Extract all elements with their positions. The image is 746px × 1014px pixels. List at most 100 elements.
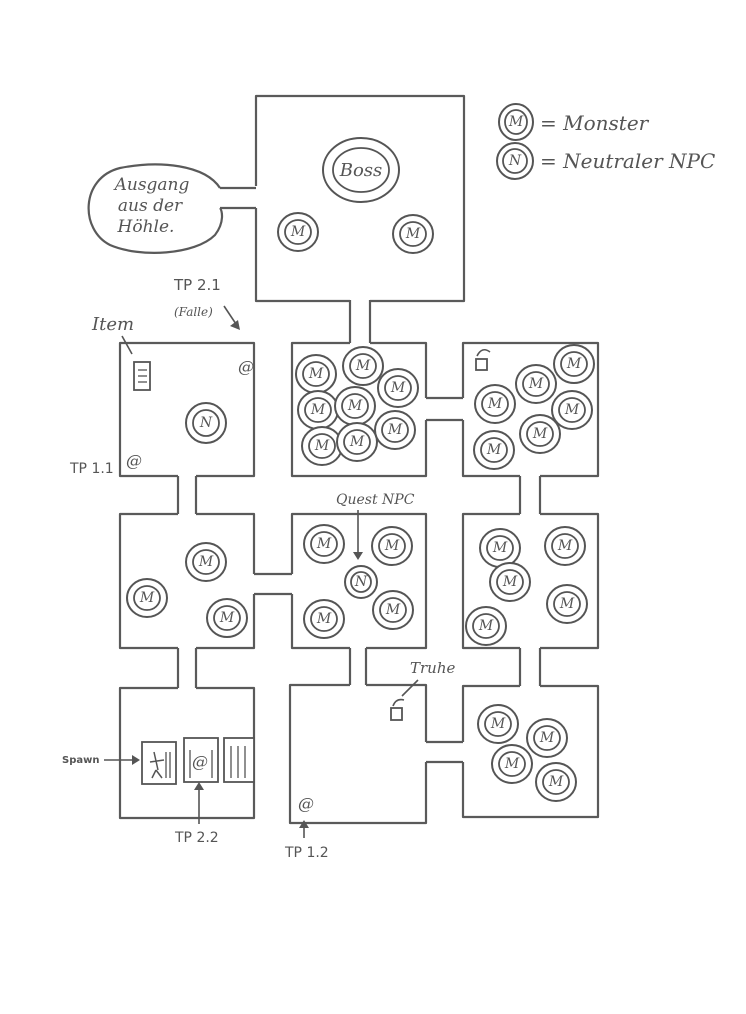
- monster-token-letter: M: [532, 426, 548, 442]
- monster-token-letter: M: [486, 442, 502, 458]
- monster-token[interactable]: M: [491, 744, 533, 784]
- exit-label-line3: Höhle.: [117, 217, 175, 237]
- room-monster-bottom-right[interactable]: [461, 684, 600, 819]
- monster-token-letter: M: [548, 774, 564, 790]
- svg-text:M: M: [508, 114, 524, 130]
- monster-token-letter: M: [316, 536, 332, 552]
- boss-label: Boss: [339, 160, 383, 181]
- monster-token-letter: M: [349, 434, 365, 450]
- exit-label-line2: aus der: [118, 196, 183, 216]
- monster-tokens: M M M M M M M M M M M M M M M M M M M M M M M M M M M M M M M M: [126, 212, 595, 802]
- monster-token[interactable]: M: [185, 542, 227, 582]
- monster-token[interactable]: M: [546, 584, 588, 624]
- monster-token[interactable]: M: [377, 368, 419, 408]
- monster-token-letter: M: [557, 538, 573, 554]
- monster-token-letter: M: [290, 224, 306, 240]
- exit-label-line1: Ausgang: [113, 175, 190, 195]
- monster-token[interactable]: M: [544, 526, 586, 566]
- monster-token[interactable]: M: [519, 414, 561, 454]
- spawn-pods: @: [141, 737, 255, 785]
- monster-token[interactable]: M: [526, 718, 568, 758]
- monster-token[interactable]: M: [489, 562, 531, 602]
- monster-token-letter: M: [316, 611, 332, 627]
- npc-token-item-room[interactable]: N: [185, 402, 227, 444]
- item-label: Item: [91, 314, 134, 335]
- monster-token[interactable]: M: [465, 606, 507, 646]
- monster-token-letter: M: [385, 602, 401, 618]
- tp22-label: TP 2.2: [174, 830, 219, 846]
- chest-icon-top-right-room[interactable]: [475, 348, 491, 371]
- monster-token[interactable]: M: [515, 364, 557, 404]
- monster-token[interactable]: M: [473, 430, 515, 470]
- monster-token-letter: M: [490, 716, 506, 732]
- spawn-pod-player[interactable]: [141, 741, 177, 785]
- legend: M = Monster N = Neutraler NPC: [496, 103, 715, 180]
- monster-token-letter: M: [355, 358, 371, 374]
- monster-token-letter: M: [219, 610, 235, 626]
- monster-token[interactable]: M: [535, 762, 577, 802]
- monster-token[interactable]: M: [371, 526, 413, 566]
- monster-token[interactable]: M: [277, 212, 319, 252]
- monster-token-letter: M: [528, 376, 544, 392]
- monster-token[interactable]: M: [206, 598, 248, 638]
- monster-token-letter: M: [387, 422, 403, 438]
- legend-monster-icon: M: [498, 103, 534, 141]
- monster-token-letter: M: [504, 756, 520, 772]
- monster-token-letter: M: [314, 438, 330, 454]
- monster-token-letter: M: [564, 402, 580, 418]
- svg-text:N: N: [354, 574, 368, 590]
- monster-token[interactable]: M: [477, 704, 519, 744]
- svg-text:N: N: [199, 415, 213, 431]
- monster-token-letter: M: [487, 396, 503, 412]
- monster-token[interactable]: M: [392, 214, 434, 254]
- monster-token-letter: M: [347, 398, 363, 414]
- monster-token[interactable]: M: [303, 599, 345, 639]
- tp12-label: TP 1.2: [284, 845, 329, 861]
- room-truhe[interactable]: [288, 683, 428, 825]
- monster-token-letter: M: [492, 540, 508, 556]
- monster-token[interactable]: M: [479, 528, 521, 568]
- spawn-label: Spawn: [62, 755, 99, 766]
- monster-token[interactable]: M: [342, 346, 384, 386]
- item-scroll-icon[interactable]: [133, 361, 151, 391]
- tp12-portal-icon[interactable]: @: [298, 794, 314, 813]
- corridors: [176, 186, 542, 764]
- quest-npc-label: Quest NPC: [336, 492, 415, 508]
- boss-token[interactable]: Boss: [322, 137, 400, 203]
- monster-token[interactable]: M: [553, 344, 595, 384]
- quest-npc-token[interactable]: N: [344, 565, 378, 599]
- monster-token[interactable]: M: [336, 422, 378, 462]
- svg-text:N: N: [508, 153, 522, 169]
- tp21-note: (Falle): [174, 305, 213, 319]
- truhe-label: Truhe: [410, 659, 455, 677]
- exit-bubble: Ausgang aus der Höhle.: [87, 163, 224, 254]
- spawn-pod-empty[interactable]: [223, 737, 255, 783]
- tp21-label: TP 2.1: [173, 276, 221, 294]
- legend-npc-icon: N: [496, 142, 534, 180]
- monster-token-letter: M: [405, 226, 421, 242]
- monster-token[interactable]: M: [301, 426, 343, 466]
- monster-token[interactable]: M: [334, 386, 376, 426]
- monster-token-letter: M: [539, 730, 555, 746]
- monster-token-letter: M: [310, 402, 326, 418]
- monster-token[interactable]: M: [303, 524, 345, 564]
- monster-token[interactable]: M: [126, 578, 168, 618]
- chest-icon[interactable]: [390, 698, 405, 721]
- monster-token-letter: M: [308, 366, 324, 382]
- monster-token-letter: M: [502, 574, 518, 590]
- monster-token-letter: M: [384, 538, 400, 554]
- monster-token[interactable]: M: [295, 354, 337, 394]
- monster-token-letter: M: [198, 554, 214, 570]
- tp22-portal-icon[interactable]: @: [192, 752, 208, 771]
- monster-token[interactable]: M: [297, 390, 339, 430]
- monster-token-letter: M: [566, 356, 582, 372]
- monster-token[interactable]: M: [374, 410, 416, 450]
- monster-token[interactable]: M: [551, 390, 593, 430]
- monster-token[interactable]: M: [474, 384, 516, 424]
- tp11-label: TP 1.1: [69, 461, 114, 477]
- tp21-portal-icon[interactable]: @: [238, 357, 254, 376]
- monster-token-letter: M: [478, 618, 494, 634]
- tp11-portal-icon[interactable]: @: [126, 451, 142, 470]
- monster-token[interactable]: M: [372, 590, 414, 630]
